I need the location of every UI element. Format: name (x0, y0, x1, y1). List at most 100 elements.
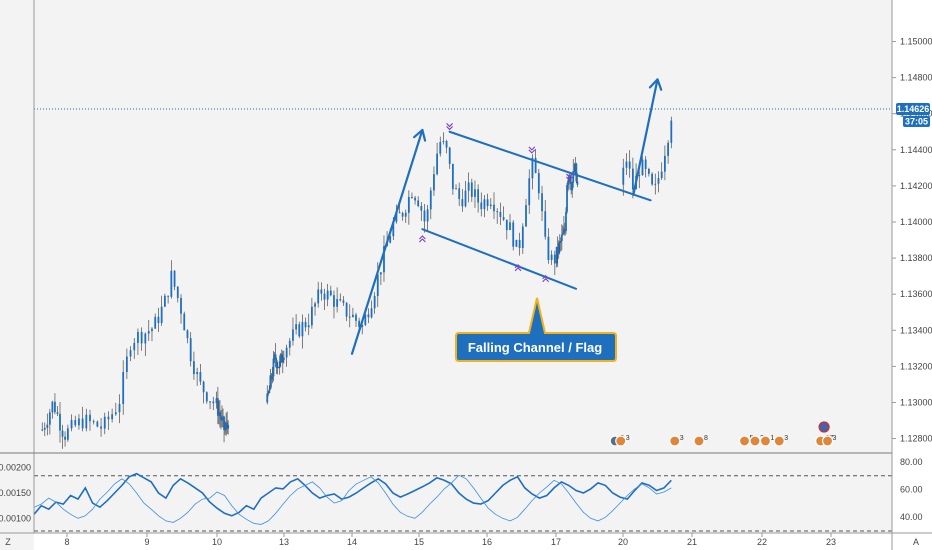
event-badge-icon[interactable] (749, 435, 761, 447)
candle-body (111, 414, 114, 420)
candle-body (574, 163, 577, 172)
candle-body (275, 359, 278, 368)
candle-body (301, 321, 304, 337)
annotations (350, 78, 663, 355)
candle-body (537, 173, 540, 194)
candle-body (638, 175, 641, 177)
candle-body (573, 171, 576, 173)
candle-body (528, 178, 531, 206)
callout: Falling Channel / Flag (455, 297, 617, 362)
candle-body (221, 417, 223, 421)
candle-body (433, 174, 435, 191)
candle-body (651, 173, 653, 185)
left-axis-panel (0, 0, 34, 550)
candle-body (364, 314, 367, 325)
candle-body (320, 289, 323, 294)
candle-body (561, 233, 564, 235)
event-badges[interactable]: 23385313273 (609, 421, 837, 447)
candle-body (92, 421, 95, 423)
candle-body (559, 241, 562, 243)
candle-body (553, 254, 556, 264)
callout-label: Falling Channel / Flag (468, 340, 602, 355)
candle-body (555, 246, 558, 264)
candle-body (486, 199, 489, 207)
event-badge-icon[interactable] (615, 435, 627, 447)
candle-body (667, 142, 669, 156)
candle-body (118, 403, 121, 413)
event-badge-icon[interactable] (759, 435, 772, 447)
candle-body (547, 236, 550, 261)
candle-body (401, 213, 404, 217)
candle-body (59, 413, 61, 431)
candle-body (223, 416, 225, 430)
candle-body (550, 254, 553, 261)
candle-body (339, 299, 342, 301)
price-tick-label: 1.13800 (900, 253, 932, 263)
candle-body (281, 359, 284, 363)
candle-body (96, 421, 99, 427)
swing-high-marker (446, 126, 453, 131)
price-tick-label: 1.14000 (900, 217, 932, 227)
time-axis[interactable]: 8 9 10 13 14 15 16 17 20 21 22 23 (64, 533, 836, 547)
candle-body (458, 188, 461, 200)
candle-body (570, 182, 573, 191)
candle-body (531, 157, 534, 179)
candle-body (189, 338, 192, 362)
countdown-tag-bg (903, 116, 930, 128)
event-badge-icon[interactable] (773, 435, 785, 447)
candle-body (348, 316, 351, 318)
candle-body (560, 234, 563, 242)
candle-body (269, 375, 272, 390)
event-badge-icon[interactable] (738, 435, 751, 447)
candle-body (310, 306, 313, 326)
candle-body (276, 366, 279, 368)
time-tick-label: 23 (826, 537, 836, 547)
event-badge-icon[interactable] (693, 435, 705, 447)
candle-body (160, 306, 163, 324)
candle-body (212, 401, 215, 404)
swing-high-marker (446, 123, 453, 128)
event-badge-icon[interactable] (818, 421, 830, 433)
callout-box (455, 297, 617, 362)
candle-body (564, 228, 566, 232)
swing-low-marker (514, 264, 522, 269)
candle-body (515, 239, 518, 247)
candle-body (383, 246, 385, 273)
event-badge-icon[interactable] (669, 435, 681, 447)
candle-body (103, 416, 106, 429)
candle-body (567, 180, 569, 186)
candle-body (373, 296, 376, 309)
candle-body (266, 393, 269, 403)
candle-body (218, 412, 220, 416)
candle-body (644, 159, 647, 170)
event-badge-icon[interactable] (821, 435, 834, 447)
candle-body (282, 357, 285, 360)
candle-body (61, 430, 64, 437)
candle-body (267, 392, 270, 394)
candle-body (566, 185, 568, 212)
event-badge-count: 3 (626, 435, 630, 442)
candles (41, 116, 673, 449)
candle-body (657, 178, 660, 184)
candle-body (563, 228, 565, 234)
candle-body (222, 416, 224, 418)
candle-body (505, 219, 508, 231)
indicator-line-secondary (33, 474, 672, 525)
candle-body (295, 324, 298, 330)
candle-body (417, 200, 420, 206)
auto-scale-button[interactable]: A (913, 537, 919, 547)
candle-body (477, 189, 480, 203)
candle-body (307, 325, 310, 328)
countdown-label: 37:05 (905, 117, 928, 127)
candle-body (70, 420, 73, 429)
candle-body (358, 320, 361, 327)
candle-body (464, 190, 467, 207)
timezone-button[interactable]: Z (5, 537, 11, 547)
candle-body (133, 342, 136, 351)
candle-body (107, 416, 110, 420)
candle-body (225, 422, 228, 430)
indicator-left-tick: 0.00150 (0, 488, 31, 498)
